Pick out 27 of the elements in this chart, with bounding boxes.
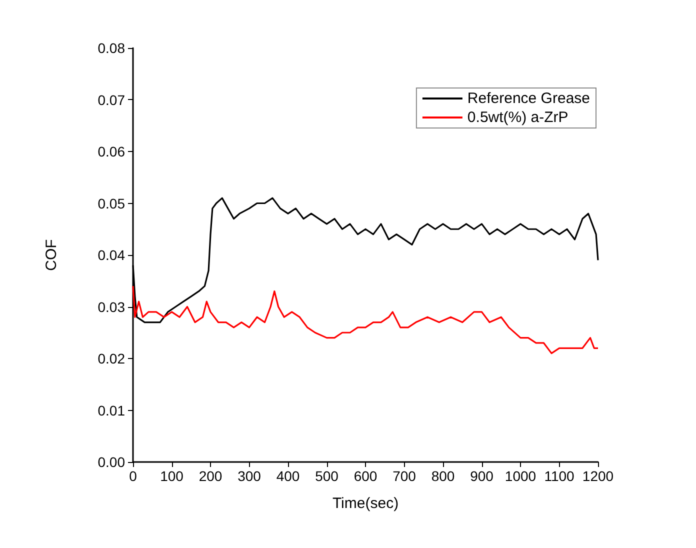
y-axis-title: COF bbox=[43, 239, 60, 271]
x-tick-label: 100 bbox=[160, 468, 184, 484]
y-tick-label: 0.00 bbox=[98, 454, 126, 470]
y-tick-label: 0.01 bbox=[98, 402, 126, 418]
line-series bbox=[132, 285, 599, 354]
y-tick-label: 0.04 bbox=[98, 247, 126, 263]
y-tick-label: 0.06 bbox=[98, 144, 126, 160]
x-tick-label: 700 bbox=[392, 468, 416, 484]
y-tick-label: 0.08 bbox=[98, 40, 126, 56]
x-tick-label: 400 bbox=[276, 468, 300, 484]
x-tick-label: 800 bbox=[431, 468, 455, 484]
x-tick-label: 0 bbox=[129, 468, 138, 484]
legend-label: Reference Grease bbox=[467, 90, 590, 107]
x-tick-label: 900 bbox=[470, 468, 494, 484]
x-tick-label: 500 bbox=[315, 468, 339, 484]
y-tick-label: 0.02 bbox=[98, 350, 126, 366]
x-tick-label: 300 bbox=[238, 468, 262, 484]
legend-label: 0.5wt(%) a-ZrP bbox=[467, 109, 568, 126]
y-tick-label: 0.05 bbox=[98, 195, 126, 212]
x-axis-title: Time(sec) bbox=[332, 495, 399, 512]
y-tick-label: 0.03 bbox=[98, 298, 126, 315]
x-tick-label: 1200 bbox=[582, 468, 614, 484]
x-tick-label: 600 bbox=[354, 468, 378, 484]
y-tick-label: 0.07 bbox=[98, 92, 126, 108]
x-tick-label: 200 bbox=[198, 468, 222, 484]
x-tick-label: 1000 bbox=[504, 468, 536, 484]
x-tick-label: 1100 bbox=[544, 468, 575, 484]
